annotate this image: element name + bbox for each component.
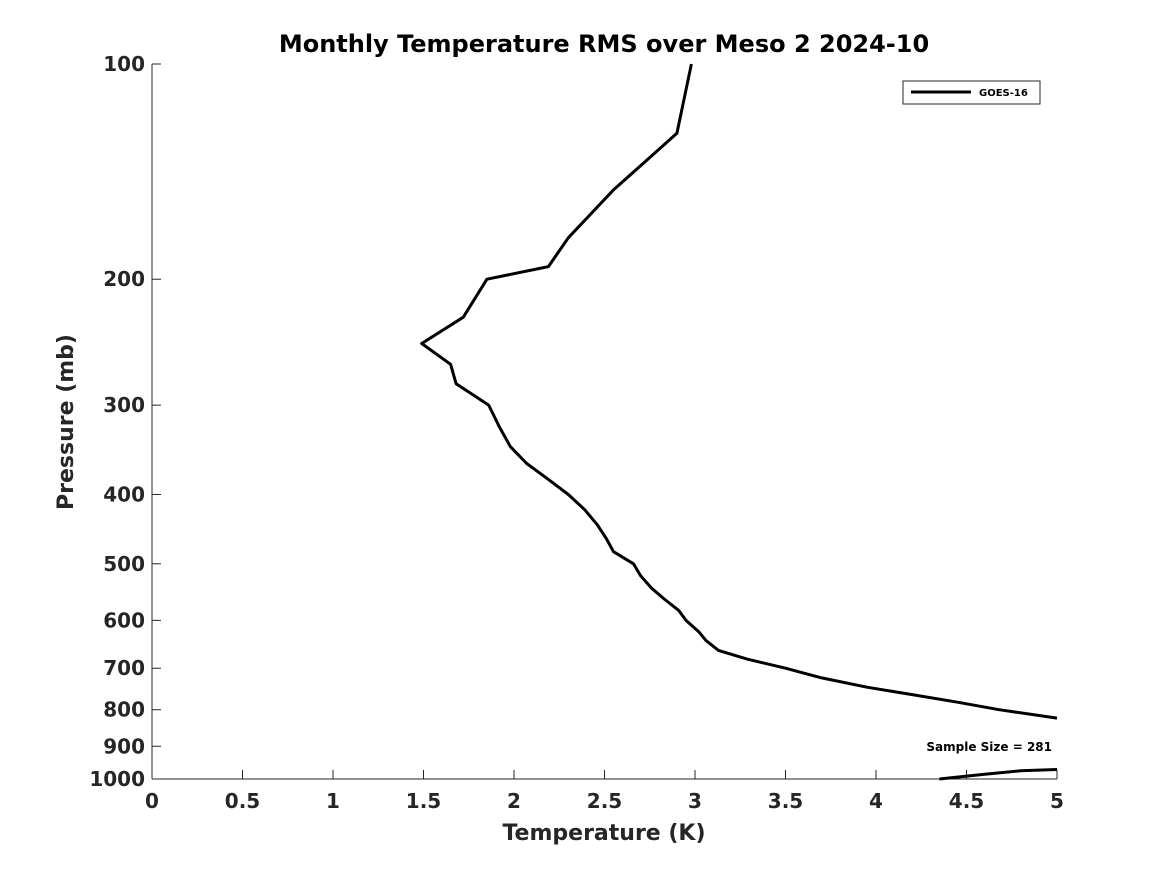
series-line-goes-16-surface: [939, 768, 1058, 781]
legend-label-goes-16: GOES-16: [979, 88, 1028, 99]
x-tick-label: 1: [326, 789, 340, 813]
x-tick-label: 3: [688, 789, 702, 813]
series-line-goes-16: [420, 63, 1058, 720]
x-tick-label: 4.5: [949, 789, 984, 813]
y-axis-label: Pressure (mb): [54, 334, 79, 510]
y-ticks: 100 200 300 400 500 600 700 800 900 1000: [89, 52, 161, 791]
legend: GOES-16: [902, 80, 1041, 105]
y-tick-label: 1000: [89, 767, 145, 791]
x-tick-label: 4: [869, 789, 883, 813]
x-tick-label: 3.5: [768, 789, 803, 813]
chart-title: Monthly Temperature RMS over Meso 2 2024…: [279, 30, 929, 58]
y-tick-label: 500: [103, 552, 145, 576]
y-tick-label: 900: [103, 734, 145, 758]
y-tick-label: 800: [103, 698, 145, 722]
x-tick-label: 2: [507, 789, 521, 813]
x-ticks: 0 0.5 1 1.5 2 2.5 3 3.5 4 4.5 5: [145, 770, 1064, 813]
y-tick-label: 400: [103, 482, 145, 506]
x-tick-label: 0.5: [225, 789, 260, 813]
y-tick-label: 300: [103, 393, 145, 417]
series-layer: [420, 63, 1058, 781]
x-tick-label: 5: [1050, 789, 1064, 813]
y-tick-label: 200: [103, 267, 145, 291]
x-tick-label: 2.5: [587, 789, 622, 813]
sample-size-annotation: Sample Size = 281: [926, 740, 1052, 754]
x-axis-label: Temperature (K): [502, 821, 705, 846]
y-tick-label: 100: [103, 52, 145, 76]
y-tick-label: 600: [103, 608, 145, 632]
legend-box: [902, 80, 1041, 105]
x-tick-label: 1.5: [406, 789, 441, 813]
y-tick-label: 700: [103, 656, 145, 680]
x-tick-label: 0: [145, 789, 159, 813]
